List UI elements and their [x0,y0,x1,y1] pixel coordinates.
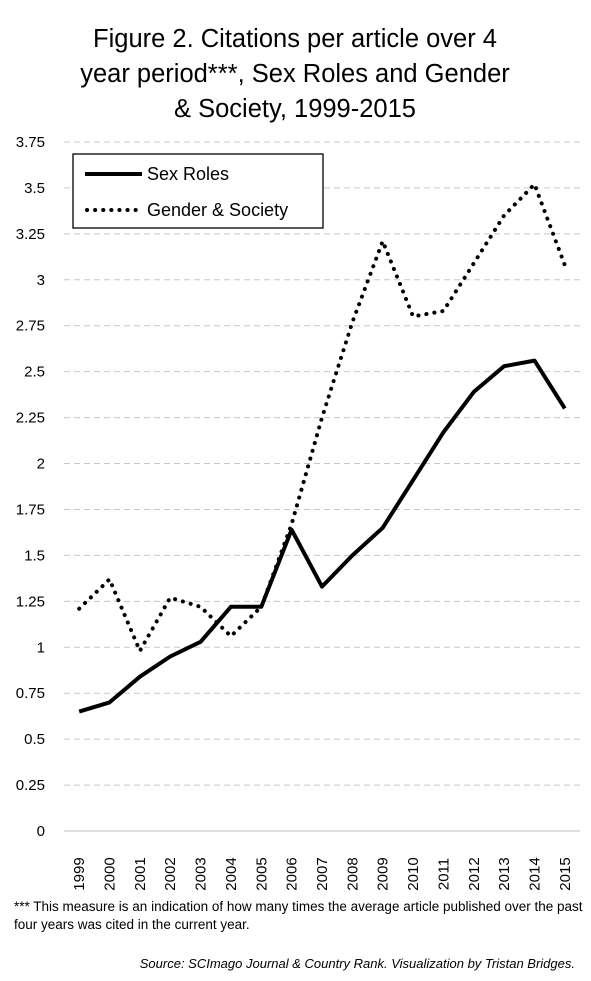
footnote: *** This measure is an indication of how… [14,899,583,932]
y-tick-label: 0.75 [16,685,45,702]
x-tick-label: 2008 [344,857,361,890]
gridlines [64,141,580,786]
x-tick-label: 2013 [496,857,513,890]
legend-label-gender-society: Gender & Society [147,200,288,220]
y-tick-label: 1.25 [16,593,45,610]
y-tick-label: 3.25 [16,226,45,243]
y-tick-label: 1.75 [16,501,45,518]
series-line-gender-society [77,182,567,653]
x-tick-label: 2004 [223,857,240,890]
x-tick-label: 2002 [162,857,179,890]
y-tick-label: 3.5 [24,180,45,197]
y-tick-label: 3 [37,272,45,289]
series-line-sex-roles [78,358,567,714]
y-tick-label: 2.25 [16,410,45,427]
line-chart: 0 0.25 0.5 0.75 1 1.25 1.5 1.75 2 2.25 2.5 2.75 3 3.2… [16,134,580,891]
x-tick-label: 2006 [284,857,301,890]
source-credit: Source: SCImago Journal & Country Rank. … [139,956,575,971]
y-tick-label: 0 [37,823,45,840]
title-line-3: & Society, 1999-2015 [174,95,416,123]
x-tick-label: 2011 [435,858,452,890]
y-tick-label: 0.25 [16,777,45,794]
x-tick-label: 2015 [557,857,574,890]
x-tick-label: 2014 [526,857,543,890]
title-line-1: Figure 2. Citations per article over 4 [93,25,497,53]
y-tick-label: 0.5 [24,731,45,748]
x-tick-label: 2003 [193,857,210,890]
y-tick-label: 1 [37,639,45,656]
x-axis-ticks: 1999 2000 2001 2002 2003 2004 2005 2006 2007 2008… [71,857,574,890]
y-tick-label: 3.75 [16,134,45,151]
x-tick-label: 2005 [253,857,270,890]
y-axis-ticks: 0 0.25 0.5 0.75 1 1.25 1.5 1.75 2 2.25 2.5 2.75 3 3.2… [16,134,45,840]
chart-title: Figure 2. Citations per article over 4 y… [40,22,550,127]
legend-label-sex-roles: Sex Roles [147,164,229,184]
x-tick-label: 2000 [102,857,119,890]
x-tick-label: 1999 [71,857,88,890]
legend-box [72,153,324,229]
legend: Sex Roles Gender & Society [72,153,324,229]
x-tick-label: 2010 [405,857,422,890]
y-tick-label: 2.75 [16,318,45,335]
y-tick-label: 2.5 [24,364,45,381]
y-tick-label: 1.5 [24,547,45,564]
x-tick-label: 2007 [314,857,331,890]
y-tick-label: 2 [37,456,45,473]
series-lines [77,182,567,714]
x-tick-label: 2001 [132,857,149,890]
x-tick-label: 2009 [375,857,392,890]
x-tick-label: 2012 [466,857,483,890]
title-line-2: year period***, Sex Roles and Gender [80,60,510,88]
